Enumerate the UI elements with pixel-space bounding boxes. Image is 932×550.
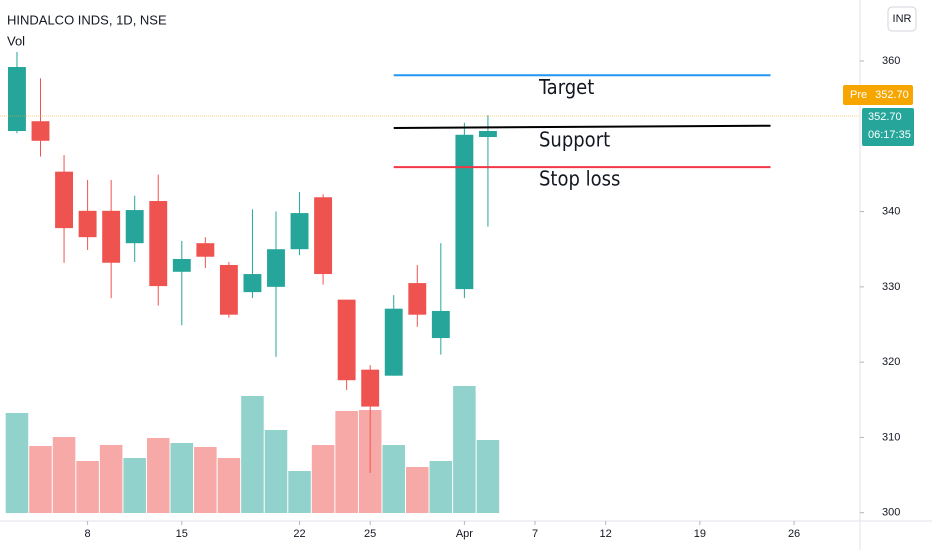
volume-bar bbox=[311, 445, 335, 513]
volume-bar bbox=[5, 413, 29, 513]
countdown-label: 06:17:35 bbox=[868, 129, 911, 141]
volume-bar bbox=[264, 430, 288, 513]
candle-body bbox=[337, 299, 356, 381]
candle-body bbox=[125, 210, 144, 244]
candle-body bbox=[78, 210, 97, 238]
volume-bar bbox=[406, 467, 429, 513]
candle-body bbox=[243, 274, 262, 293]
volume-bar bbox=[194, 447, 217, 513]
candle-body bbox=[219, 265, 238, 315]
volume-bar bbox=[217, 458, 241, 513]
last-price-box bbox=[862, 108, 914, 146]
volume-bar bbox=[476, 440, 500, 513]
x-tick-label: 22 bbox=[293, 528, 305, 540]
candle-body bbox=[267, 249, 285, 287]
y-tick-label: 330 bbox=[882, 281, 900, 293]
volume-title: Vol bbox=[7, 33, 25, 48]
volume-bar bbox=[76, 461, 99, 513]
x-tick-label: 25 bbox=[364, 528, 376, 540]
candle-body bbox=[455, 134, 474, 290]
volume-bar bbox=[99, 445, 123, 513]
drawing-label: Stop loss bbox=[539, 167, 620, 191]
candle-body bbox=[196, 243, 215, 257]
candle-body bbox=[55, 171, 74, 229]
candle-body bbox=[314, 197, 333, 275]
y-tick-label: 300 bbox=[882, 507, 900, 519]
x-tick-label: 19 bbox=[694, 528, 706, 540]
pre-label: Pre 352.70 bbox=[850, 89, 909, 101]
x-tick-label: 15 bbox=[176, 528, 188, 540]
candle-body bbox=[478, 131, 497, 138]
last-price-label: 352.70 bbox=[868, 111, 902, 123]
volume-bar bbox=[335, 411, 358, 513]
volume-bar bbox=[288, 471, 311, 513]
volume-bar bbox=[241, 396, 264, 513]
x-tick-label: 7 bbox=[532, 528, 538, 540]
x-tick-label: 26 bbox=[788, 528, 800, 540]
volume-bar bbox=[29, 446, 52, 513]
candle-body bbox=[102, 210, 121, 263]
volume-bar bbox=[429, 461, 453, 513]
volume-bar bbox=[170, 443, 194, 513]
chart-title: HINDALCO INDS, 1D, NSE bbox=[7, 12, 167, 27]
volume-bar bbox=[52, 437, 76, 513]
currency-button[interactable] bbox=[887, 6, 917, 32]
pre-label-price: 352.70 bbox=[875, 89, 909, 101]
candle-body bbox=[149, 201, 168, 287]
pre-label-box bbox=[843, 85, 913, 105]
x-tick-label: Apr bbox=[456, 528, 473, 540]
y-tick-label: 320 bbox=[882, 356, 900, 368]
y-tick-label: 310 bbox=[882, 431, 900, 443]
drawing-line bbox=[393, 124, 771, 129]
x-tick-label: 8 bbox=[85, 528, 91, 540]
currency-label[interactable]: INR bbox=[893, 13, 912, 25]
candle-body bbox=[384, 308, 403, 376]
volume-bar bbox=[453, 386, 476, 513]
candle-body bbox=[290, 213, 309, 250]
x-tick-label: 12 bbox=[600, 528, 612, 540]
y-tick-label: 340 bbox=[882, 205, 900, 217]
drawing-label: Support bbox=[539, 127, 610, 151]
candle-body bbox=[408, 283, 427, 315]
volume-bar bbox=[123, 458, 146, 513]
candle-body bbox=[431, 310, 450, 339]
candle-body bbox=[361, 369, 380, 407]
y-tick-label: 360 bbox=[882, 55, 900, 67]
candle-body bbox=[172, 258, 191, 272]
pre-label-text: Pre bbox=[850, 89, 867, 101]
drawing-label: Target bbox=[538, 75, 594, 99]
candle-body bbox=[31, 121, 50, 141]
volume-bar bbox=[382, 445, 406, 513]
candle-body bbox=[8, 67, 26, 132]
volume-bar bbox=[146, 438, 170, 513]
